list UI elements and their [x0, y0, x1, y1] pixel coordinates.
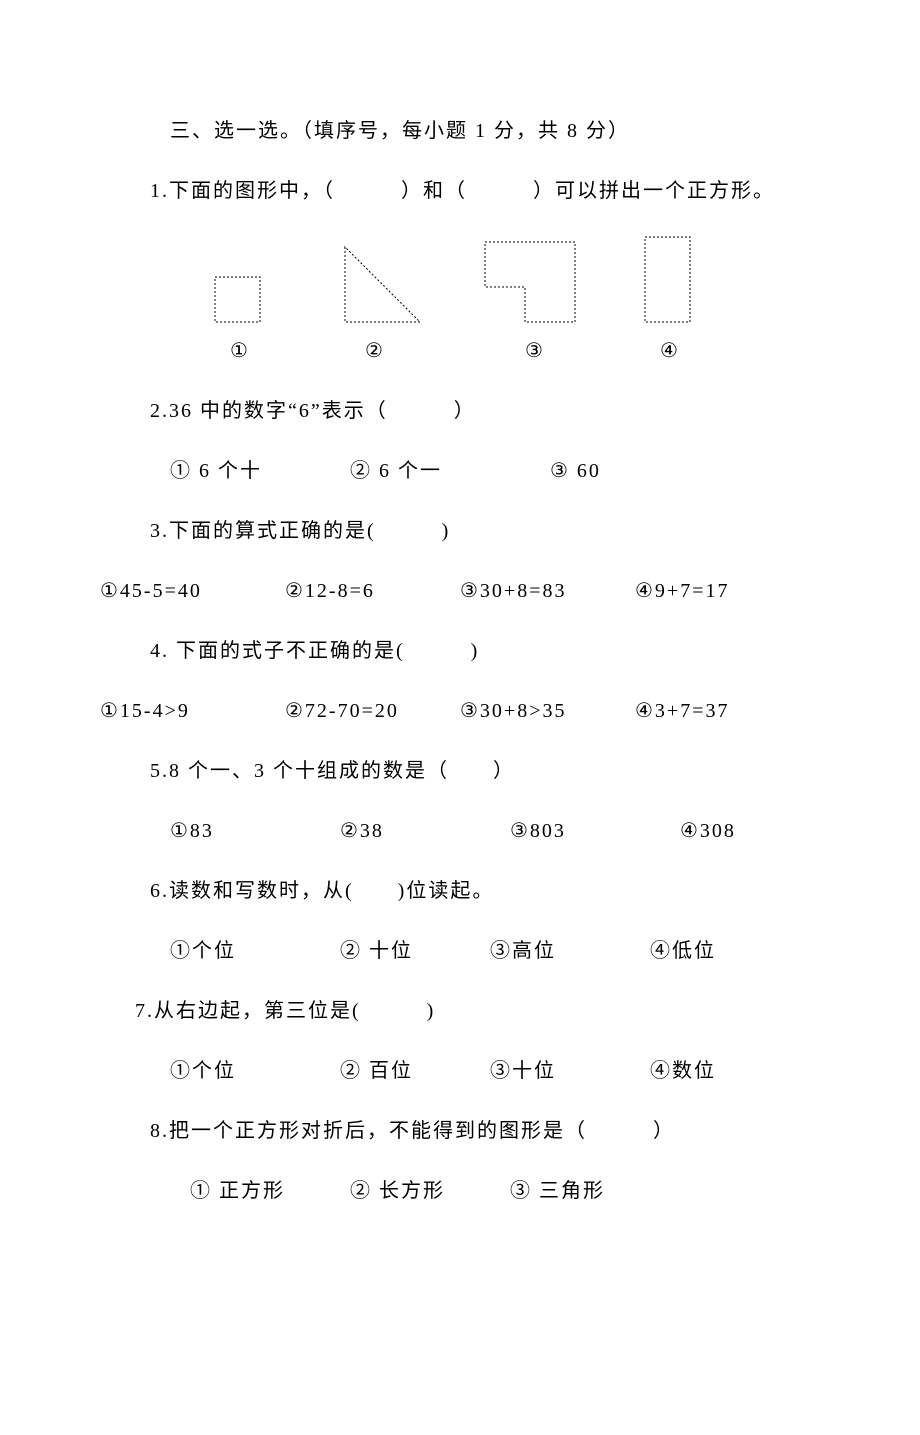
- q8-opt-c: ③ 三角形: [510, 1175, 605, 1207]
- q8-prompt: 8.把一个正方形对折后，不能得到的图形是（ ）: [100, 1115, 820, 1147]
- rect-shape-icon: [640, 235, 700, 325]
- q4-options: ①15-4>9 ②72-70=20 ③30+8>35 ④3+7=37: [100, 695, 820, 727]
- q1-prompt: 1.下面的图形中，（ ）和（ ）可以拼出一个正方形。: [100, 175, 820, 207]
- q3-opt-d: ④9+7=17: [635, 575, 730, 607]
- q7-opt-b: ② 百位: [340, 1055, 490, 1087]
- q6-opt-c: ③高位: [490, 935, 650, 967]
- q7-options: ①个位 ② 百位 ③十位 ④数位: [100, 1055, 820, 1087]
- q8-opt-b: ② 长方形: [350, 1175, 510, 1207]
- q1-shape-labels: ① ② ③ ④: [100, 335, 820, 367]
- q3-opt-a: ①45-5=40: [100, 575, 285, 607]
- q3-prompt: 3.下面的算式正确的是( ): [100, 515, 820, 547]
- q1-label-1: ①: [210, 335, 270, 367]
- q5-opt-c: ③803: [510, 815, 680, 847]
- q4-opt-b: ②72-70=20: [285, 695, 460, 727]
- q5-prompt: 5.8 个一、3 个十组成的数是（ ）: [100, 755, 820, 787]
- q1-label-3: ③: [480, 335, 590, 367]
- q4-opt-a: ①15-4>9: [100, 695, 285, 727]
- q7-prompt: 7.从右边起，第三位是( ): [100, 995, 820, 1027]
- q6-opt-b: ② 十位: [340, 935, 490, 967]
- q4-opt-d: ④3+7=37: [635, 695, 730, 727]
- q7-opt-a: ①个位: [170, 1055, 340, 1087]
- q5-options: ①83 ②38 ③803 ④308: [100, 815, 820, 847]
- q3-opt-b: ②12-8=6: [285, 575, 460, 607]
- square-shape-icon: [210, 255, 270, 325]
- q4-prompt: 4. 下面的式子不正确的是( ): [100, 635, 820, 667]
- q3-options: ①45-5=40 ②12-8=6 ③30+8=83 ④9+7=17: [100, 575, 820, 607]
- section-header: 三、选一选。（填序号，每小题 1 分，共 8 分）: [100, 115, 820, 147]
- q7-opt-d: ④数位: [650, 1055, 716, 1087]
- q6-opt-a: ①个位: [170, 935, 340, 967]
- q1-shape-3-lshape: [480, 240, 590, 325]
- q8-opt-a: ① 正方形: [190, 1175, 350, 1207]
- q1-shape-4-rect: [640, 235, 700, 325]
- q6-prompt: 6.读数和写数时，从( )位读起。: [100, 875, 820, 907]
- q1-label-2: ②: [320, 335, 430, 367]
- q7-opt-c: ③十位: [490, 1055, 650, 1087]
- q2-opt-b: ② 6 个一: [350, 455, 550, 487]
- q5-opt-a: ①83: [170, 815, 340, 847]
- triangle-shape-icon: [320, 245, 430, 325]
- q3-opt-c: ③30+8=83: [460, 575, 635, 607]
- q6-options: ①个位 ② 十位 ③高位 ④低位: [100, 935, 820, 967]
- q5-opt-d: ④308: [680, 815, 736, 847]
- q1-shape-2-triangle: [320, 245, 430, 325]
- q2-opt-c: ③ 60: [550, 455, 601, 487]
- q1-shape-1-square: [210, 255, 270, 325]
- q5-opt-b: ②38: [340, 815, 510, 847]
- q1-label-4: ④: [640, 335, 700, 367]
- q2-opt-a: ① 6 个十: [170, 455, 350, 487]
- q1-shapes-row: [100, 235, 820, 325]
- q4-opt-c: ③30+8>35: [460, 695, 635, 727]
- q8-options: ① 正方形 ② 长方形 ③ 三角形: [100, 1175, 820, 1207]
- lshape-icon: [480, 240, 590, 325]
- q2-prompt: 2.36 中的数字“6”表示（ ）: [100, 395, 820, 427]
- q6-opt-d: ④低位: [650, 935, 716, 967]
- q2-options: ① 6 个十 ② 6 个一 ③ 60: [100, 455, 820, 487]
